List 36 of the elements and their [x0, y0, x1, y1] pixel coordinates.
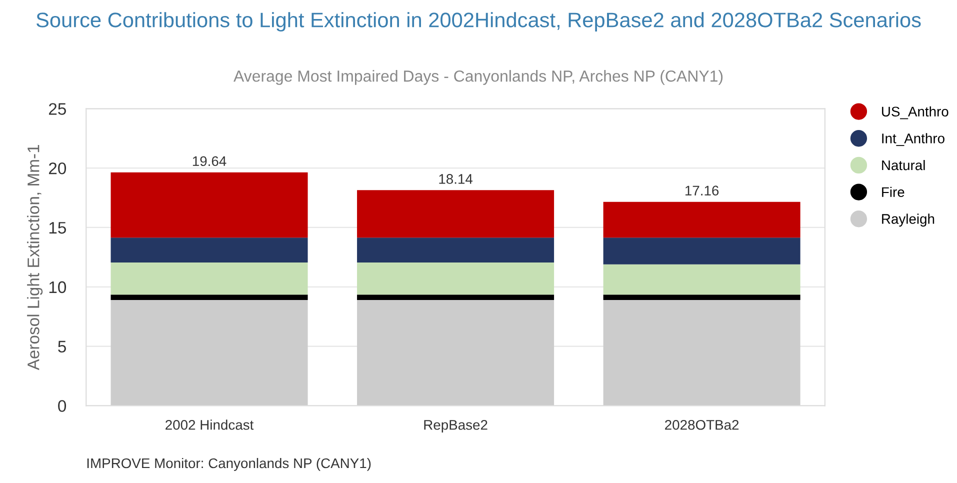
text: IMPROVE Monitor: Canyonlands NP (CANY1) [87, 458, 371, 471]
x-tick-label: RepBase2 [424, 420, 488, 433]
total-label: 17.16 [685, 186, 719, 196]
chart-subtitle: Average Most Impaired Days - Canyonlands NP, Arches NP (CANY1) [234, 70, 723, 85]
legend-label: US_Anthro [882, 106, 948, 120]
bar [603, 264, 800, 295]
bar [357, 300, 554, 406]
bar [603, 238, 800, 264]
legend-label: Int_Anthro [882, 133, 944, 146]
y-tick-label: 20 [48, 162, 66, 174]
legend-label: Natural [882, 160, 925, 170]
y-tick-label: 15 [49, 222, 66, 234]
bar [603, 300, 800, 406]
bar [357, 294, 554, 300]
legend-label: Rayleigh [882, 214, 934, 227]
y-tick-label: 10 [49, 281, 66, 294]
bar [357, 238, 554, 263]
x-tick-label: 2002 Hindcast [166, 420, 254, 430]
y-tick-label: 0 [58, 400, 66, 412]
legend-label: Fire [882, 186, 904, 198]
bar [357, 262, 554, 295]
x-tick-label: 2028OTBa2 [665, 420, 739, 430]
bar [357, 190, 554, 238]
total-label: 19.64 [192, 156, 226, 166]
y-tick-label: 25 [48, 103, 66, 115]
bar [110, 300, 308, 406]
bar [110, 262, 308, 295]
bar [110, 238, 308, 263]
y-tick-label: 5 [58, 340, 66, 353]
total-label: 18.14 [439, 174, 473, 184]
bar [110, 294, 308, 300]
bar [603, 202, 800, 238]
bar [110, 172, 308, 238]
y-axis-title: Aerosol Light Extinction, Mm-1 [27, 144, 43, 370]
chart-title: Source Contributions to Light Extinction in 2002Hindcast, RepBase2 and 2028OTBa2 Scenarios [36, 12, 921, 32]
bar [603, 294, 800, 300]
